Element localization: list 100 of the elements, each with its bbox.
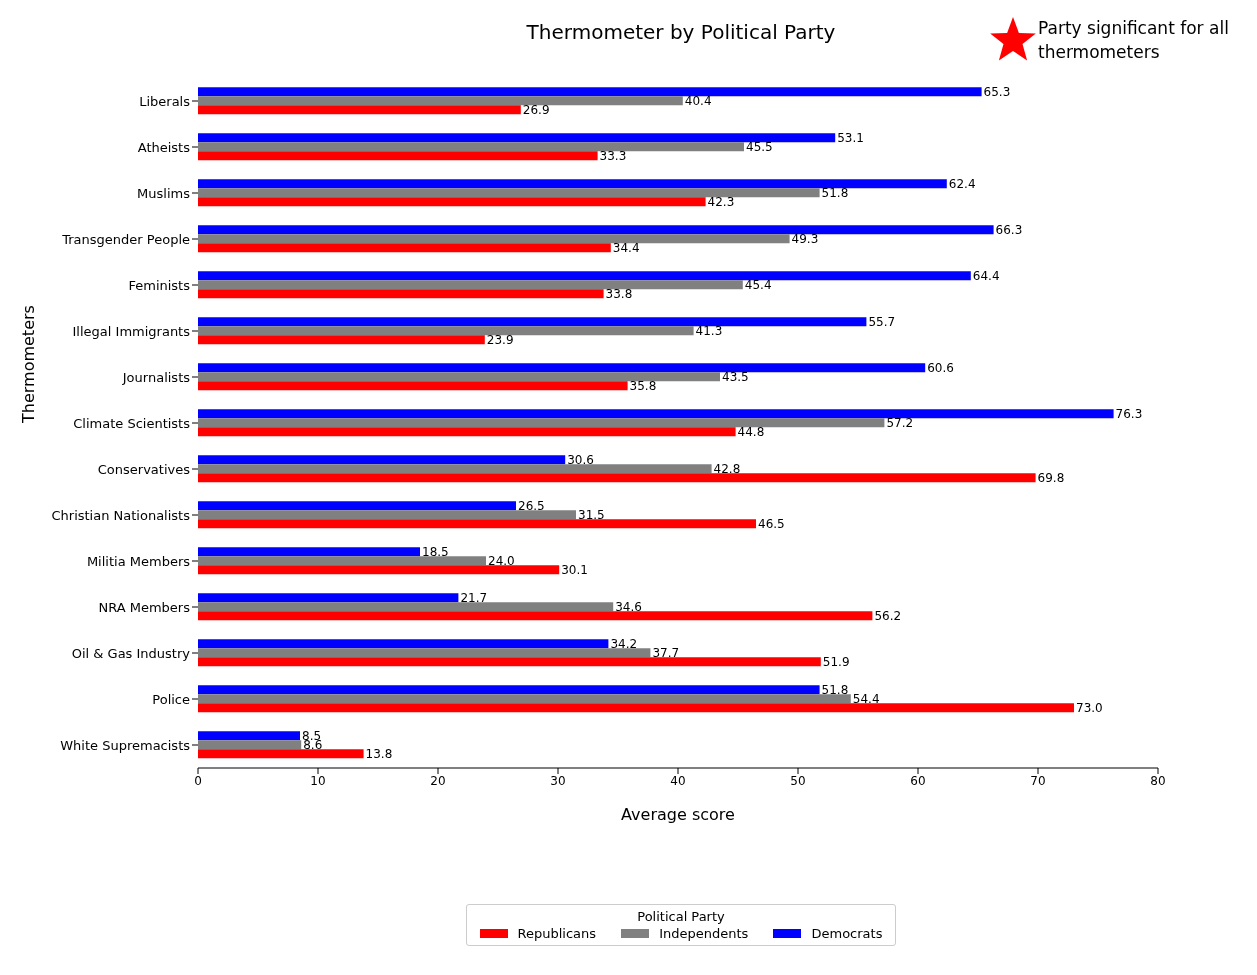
data-label: 35.8 xyxy=(629,378,657,393)
data-label: 34.2 xyxy=(610,636,638,651)
y-tick-label: Liberals xyxy=(139,93,191,109)
x-tick-label: 80 xyxy=(1150,773,1166,788)
data-label: 43.5 xyxy=(722,369,749,384)
bar xyxy=(198,648,651,658)
bar xyxy=(198,418,885,428)
bar xyxy=(198,381,628,391)
data-label: 42.8 xyxy=(713,461,741,476)
bar xyxy=(198,593,459,603)
bar xyxy=(198,556,486,566)
data-label: 41.3 xyxy=(695,323,723,338)
bar xyxy=(198,289,604,299)
x-tick-label: 0 xyxy=(194,773,202,788)
x-tick-label: 10 xyxy=(310,773,326,788)
data-label: 65.3 xyxy=(983,84,1011,99)
bar xyxy=(198,280,743,290)
data-label: 37.7 xyxy=(652,645,680,660)
data-label: 51.9 xyxy=(822,654,850,669)
legend-label: Democrats xyxy=(811,926,883,941)
data-label: 66.3 xyxy=(995,222,1023,237)
bar xyxy=(198,271,971,281)
data-label: 26.9 xyxy=(522,102,550,117)
legend-label: Republicans xyxy=(517,926,597,941)
data-label: 26.5 xyxy=(518,498,545,513)
bar xyxy=(198,602,614,612)
bar xyxy=(198,694,851,704)
bar xyxy=(198,657,821,667)
data-label: 30.1 xyxy=(561,562,588,577)
data-label: 51.8 xyxy=(821,185,849,200)
data-label: 49.3 xyxy=(791,231,819,246)
bar xyxy=(198,372,720,382)
data-label: 13.8 xyxy=(365,746,393,761)
y-tick-label: Militia Members xyxy=(86,553,191,569)
data-label: 40.4 xyxy=(684,93,712,108)
data-label: 42.3 xyxy=(707,194,735,209)
x-tick-label: 50 xyxy=(790,773,806,788)
bar xyxy=(198,197,706,207)
bar xyxy=(198,105,521,115)
bar xyxy=(198,731,300,741)
y-tick-label: Muslims xyxy=(137,185,191,201)
y-tick-label: NRA Members xyxy=(98,599,191,615)
bar xyxy=(198,409,1114,419)
bar xyxy=(198,740,302,750)
x-tick-label: 20 xyxy=(430,773,446,788)
data-label: 62.4 xyxy=(948,176,976,191)
data-label: 73.0 xyxy=(1076,700,1103,715)
bar xyxy=(198,326,694,336)
x-tick-label: 30 xyxy=(550,773,566,788)
bar xyxy=(198,363,926,373)
data-label: 44.8 xyxy=(737,424,765,439)
bar xyxy=(198,547,420,557)
x-tick-label: 40 xyxy=(670,773,686,788)
data-label: 53.1 xyxy=(837,130,864,145)
data-label: 60.6 xyxy=(927,360,954,375)
bar xyxy=(198,565,560,575)
bar xyxy=(198,749,364,759)
legend-label: Independents xyxy=(659,926,749,941)
y-axis-title: Thermometers xyxy=(18,305,38,424)
data-label: 57.2 xyxy=(886,415,914,430)
data-label: 76.3 xyxy=(1115,406,1143,421)
y-tick-label: Illegal Immigrants xyxy=(72,323,191,339)
bar xyxy=(198,317,867,327)
bar xyxy=(198,703,1074,713)
data-label: 23.9 xyxy=(486,332,514,347)
bar xyxy=(198,225,994,235)
y-tick-label: Conservatives xyxy=(97,461,191,477)
data-label: 55.7 xyxy=(868,314,896,329)
legend-title: Political Party xyxy=(636,909,726,924)
bar xyxy=(198,519,756,529)
bar xyxy=(198,427,736,437)
y-tick-label: White Supremacists xyxy=(60,737,191,753)
bar xyxy=(198,179,947,189)
data-label: 30.6 xyxy=(567,452,594,467)
text: Party significant for all thermometers xyxy=(1038,17,1230,64)
data-label: 33.8 xyxy=(605,286,633,301)
y-tick-label: Feminists xyxy=(128,277,191,293)
bar xyxy=(198,151,598,161)
y-tick-label: Transgender People xyxy=(61,231,190,247)
data-label: 24.0 xyxy=(488,553,515,568)
bar xyxy=(198,510,576,520)
bar xyxy=(198,234,790,244)
data-label: 21.7 xyxy=(460,590,488,605)
bar xyxy=(198,96,683,106)
data-label: 64.4 xyxy=(972,268,1000,283)
bar xyxy=(198,611,873,621)
bar xyxy=(198,188,820,198)
y-tick-label: Atheists xyxy=(137,139,191,155)
data-label: 31.5 xyxy=(578,507,605,522)
data-label: 69.8 xyxy=(1037,470,1065,485)
y-tick-label: Journalists xyxy=(121,369,191,385)
bar xyxy=(198,455,566,465)
data-label: 18.5 xyxy=(422,544,449,559)
bar xyxy=(198,142,744,152)
bar xyxy=(198,87,982,97)
data-label: 56.2 xyxy=(874,608,902,623)
x-tick-label: 70 xyxy=(1030,773,1046,788)
data-label: 46.5 xyxy=(758,516,785,531)
bar xyxy=(198,335,485,345)
bar xyxy=(198,133,836,143)
